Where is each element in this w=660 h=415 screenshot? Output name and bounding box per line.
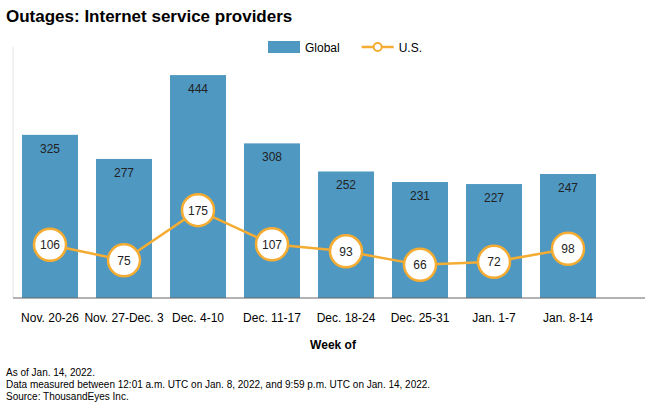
line-marker [182, 194, 214, 226]
bar-label: 227 [484, 191, 504, 205]
bar [466, 184, 522, 298]
legend-marker [374, 43, 382, 51]
bar-label: 444 [188, 82, 208, 96]
line-marker [404, 249, 436, 281]
bar-label: 325 [40, 142, 60, 156]
point-label: 66 [413, 258, 427, 272]
x-tick-label: Dec. 25-31 [391, 311, 450, 325]
bar [540, 174, 596, 298]
bar-label: 247 [558, 181, 578, 195]
bar-label: 231 [410, 189, 430, 203]
line-marker [552, 233, 584, 265]
marks [22, 75, 596, 298]
title: Outages: Internet service providers [6, 7, 292, 26]
note: Source: ThousandEyes Inc. [6, 391, 129, 402]
line-marker [108, 244, 140, 276]
legend-label: Global [305, 41, 340, 55]
line-marker [256, 228, 288, 260]
x-tick-label: Jan. 8-14 [543, 311, 593, 325]
point-label: 72 [487, 255, 501, 269]
bar [96, 159, 152, 298]
point-label: 107 [262, 238, 282, 252]
data-labels: 325 277 444 308 252 231 227 247 106 75 175 107 93 66 7… [40, 82, 578, 272]
chart: Outages: Internet service providers 325 27… [0, 0, 660, 415]
bar [392, 182, 448, 298]
x-tick-label: Dec. 11-17 [243, 311, 301, 325]
x-tick-label: Nov. 27-Dec. 3 [84, 311, 163, 325]
x-tick-label: Dec. 18-24 [317, 311, 376, 325]
point-label: 106 [40, 238, 60, 252]
bar-label: 252 [336, 178, 356, 192]
bar-label: 308 [262, 150, 282, 164]
point-label: 98 [561, 242, 575, 256]
bar-label: 277 [114, 166, 134, 180]
x-axis-label: Week of [310, 338, 357, 352]
legend-label: U.S. [399, 41, 422, 55]
point-label: 75 [117, 254, 131, 268]
bar [22, 135, 78, 298]
bar [170, 75, 226, 298]
legend: Global U.S. [268, 41, 422, 55]
point-label: 93 [339, 245, 353, 259]
y-axis-line [13, 47, 14, 298]
note: As of Jan. 14, 2022. [6, 367, 95, 378]
line-marker [330, 235, 362, 267]
x-tick-label: Jan. 1-7 [472, 311, 516, 325]
x-tick-label: Dec. 4-10 [172, 311, 224, 325]
legend-swatch [268, 41, 300, 53]
bar [318, 171, 374, 298]
x-axis-line [13, 298, 645, 299]
point-label: 175 [188, 204, 208, 218]
line-marker [478, 246, 510, 278]
x-tick-label: Nov. 20-26 [21, 311, 79, 325]
line-marker [34, 229, 66, 261]
note: Data measured between 12:01 a.m. UTC on … [6, 379, 430, 390]
bar [244, 143, 300, 298]
